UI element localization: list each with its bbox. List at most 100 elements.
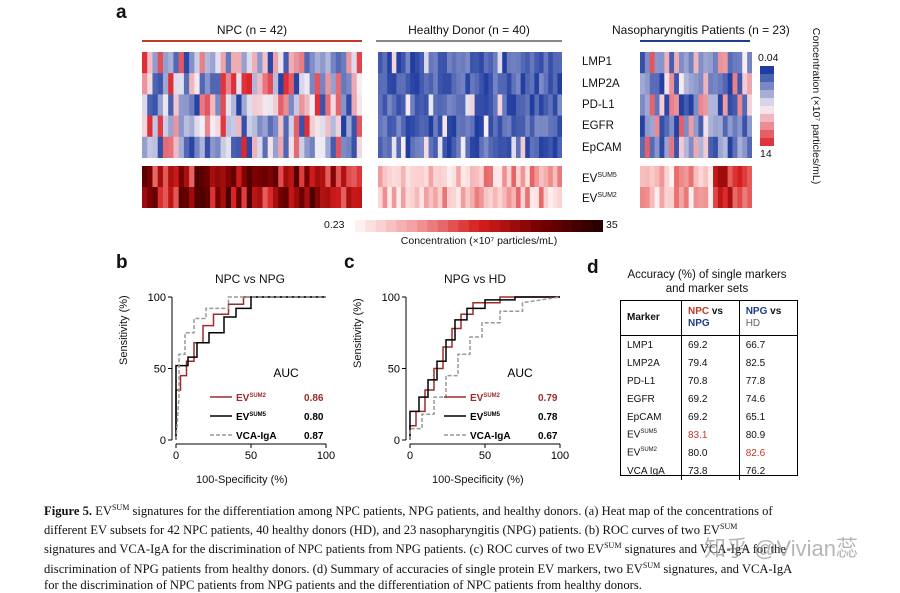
- hd-marker-cell: [465, 52, 471, 74]
- npc-evsum-cell: [252, 187, 258, 208]
- hd-marker-cell: [419, 136, 425, 158]
- npc-marker-cell: [299, 52, 305, 74]
- npg-marker-cell: [708, 115, 714, 138]
- hd-marker-cell: [548, 115, 554, 138]
- hd-marker-cell: [460, 94, 466, 116]
- roc-y-tick-label: 50: [154, 364, 166, 376]
- npg-evsum-cell: [654, 166, 660, 188]
- cell-npg-vs-hd: 76.2: [745, 465, 766, 477]
- npc-evsum-cell: [246, 166, 253, 188]
- npg-marker-cell: [717, 73, 724, 95]
- npg-evsum-cell: [693, 166, 699, 188]
- npc-evsum-cell: [147, 187, 153, 208]
- roc-auc-header: AUC: [507, 366, 533, 380]
- npg-marker-cell: [688, 115, 694, 138]
- hd-marker-cell: [479, 73, 485, 95]
- roc-legend-label: EVSUM2: [470, 393, 501, 404]
- hd-marker-cell: [387, 94, 393, 116]
- hd-marker-cell: [548, 136, 554, 158]
- npg-marker-cell: [669, 52, 675, 74]
- npc-evsum-cell: [320, 187, 326, 208]
- cell-npc-vs-npg: 69.2: [681, 335, 740, 354]
- npc-marker-cell: [162, 94, 169, 116]
- hd-marker-cell: [529, 73, 535, 95]
- roc-c-title: NPG vs HD: [443, 272, 506, 286]
- roc-c-xlabel: 100-Specificity (%): [432, 474, 524, 486]
- npc-evsum-cell: [173, 187, 179, 208]
- hd-evsum-cell: [552, 166, 558, 188]
- npc-marker-cell: [199, 52, 206, 74]
- hd-marker-cell: [488, 52, 494, 74]
- hd-marker-cell: [539, 52, 544, 74]
- npg-evsum-cell: [698, 166, 704, 188]
- hd-evsum-cell: [382, 187, 388, 208]
- npc-marker-cell: [241, 136, 248, 158]
- hd-marker-cell: [525, 52, 531, 74]
- npc-marker-cell: [341, 52, 347, 74]
- cell-marker: EVSUM2: [621, 444, 682, 462]
- row-label-lmp2a: LMP2A: [582, 78, 620, 90]
- row-label-evsum5: EVSUM5: [582, 172, 617, 185]
- hd-marker-cell: [548, 73, 554, 95]
- npc-marker-cell: [142, 73, 148, 95]
- npg-marker-cell: [683, 73, 689, 95]
- hd-marker-cell: [525, 94, 531, 116]
- npg-evsum-cell: [678, 166, 685, 188]
- npg-evsum-cell: [654, 187, 660, 208]
- npg-evsum-cell: [640, 166, 646, 188]
- roc-legend-sup: SUM5: [483, 412, 500, 418]
- hd-evsum-cell: [474, 166, 480, 188]
- npc-marker-cell: [278, 115, 284, 138]
- hd-marker-cell: [437, 94, 443, 116]
- hd-marker-cell: [433, 136, 439, 158]
- npc-marker-cell: [204, 115, 211, 138]
- npg-marker-cell: [654, 94, 660, 116]
- hd-marker-cell: [474, 52, 480, 74]
- npg-marker-cell: [659, 136, 665, 158]
- legend-bottom-swatch: [551, 220, 562, 232]
- npg-marker-cell: [727, 136, 733, 158]
- hd-evsum-cell: [405, 166, 411, 188]
- npc-marker-cell: [262, 115, 269, 138]
- npg-evsum-cell: [659, 166, 665, 188]
- npc-marker-cell: [320, 115, 326, 138]
- hd-marker-cell: [488, 115, 494, 138]
- npg-evsum-cell: [742, 166, 748, 188]
- npc-marker-cell: [220, 73, 227, 95]
- hd-marker-cell: [424, 136, 429, 158]
- npc-marker-cell: [215, 136, 221, 158]
- npc-marker-cell: [304, 73, 310, 95]
- hd-marker-cell: [557, 115, 562, 138]
- npc-marker-cell: [204, 73, 211, 95]
- npc-evsum-cell: [199, 187, 206, 208]
- group-label-npg: Nasopharyngitis Patients (n = 23): [612, 23, 790, 37]
- npg-marker-cell: [737, 73, 743, 95]
- table-row: VCA IgA 73.8 76.2: [621, 462, 797, 480]
- roc-b-xlabel: 100-Specificity (%): [196, 474, 288, 486]
- npc-marker-cell: [262, 94, 269, 116]
- hd-evsum-cell: [539, 166, 544, 188]
- header-marker: Marker: [621, 301, 682, 336]
- npc-marker-cell: [194, 115, 200, 138]
- npc-marker-cell: [157, 73, 164, 95]
- row-label-egfr: EGFR: [582, 120, 614, 132]
- table-title: Accuracy (%) of single markers and marke…: [612, 268, 802, 296]
- hd-marker-cell: [534, 52, 540, 74]
- hd-marker-cell: [474, 73, 480, 95]
- hd-evsum-cell: [378, 166, 383, 188]
- npg-evsum-cell: [659, 187, 665, 208]
- legend-top-colorbar: [760, 66, 774, 146]
- npc-marker-cell: [320, 136, 326, 158]
- npc-marker-cell: [272, 73, 279, 95]
- heatmap-healthy-evsum: [378, 166, 562, 208]
- hd-marker-cell: [488, 136, 494, 158]
- npg-marker-cell: [640, 94, 646, 116]
- npg-marker-cell: [640, 52, 646, 74]
- npc-marker-cell: [278, 136, 284, 158]
- hd-evsum-cell: [391, 187, 397, 208]
- npg-marker-cell: [717, 94, 724, 116]
- hd-marker-cell: [433, 94, 439, 116]
- npc-evsum-cell: [335, 166, 342, 188]
- npc-marker-cell: [293, 115, 300, 138]
- npc-marker-cell: [225, 115, 232, 138]
